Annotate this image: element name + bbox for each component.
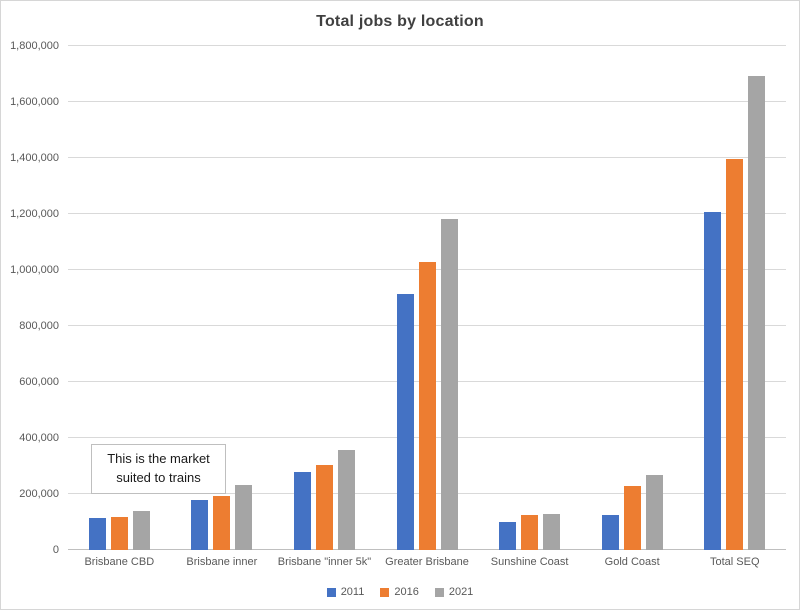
bar-2011: [293, 471, 311, 550]
legend-label: 2016: [394, 586, 419, 598]
x-tick-label: Sunshine Coast: [490, 556, 569, 568]
bar-2016: [315, 465, 333, 550]
annotation-line-2: suited to trains: [116, 470, 201, 485]
bar-2016: [521, 515, 539, 550]
y-tick-label: 200,000: [19, 488, 59, 500]
y-tick-label: 1,200,000: [10, 208, 59, 220]
x-tick-label: Greater Brisbane: [385, 556, 469, 568]
bar-2011: [191, 499, 209, 550]
gridline: [68, 45, 786, 46]
bar-groups: [68, 46, 786, 550]
bar-2021: [440, 218, 458, 550]
x-tick-label: Brisbane inner: [186, 556, 258, 568]
legend-item-2021: 2021: [434, 586, 474, 598]
bar-group-3: [273, 46, 376, 550]
x-axis-labels: Brisbane CBD Brisbane inner Brisbane "inne…: [68, 556, 786, 568]
bar-2021: [748, 75, 766, 550]
legend-label: 2021: [448, 586, 474, 598]
y-tick-label: 1,400,000: [10, 152, 59, 164]
bar-2021: [235, 485, 253, 550]
bar-2016: [213, 496, 231, 550]
bar-group-2: [171, 46, 274, 550]
bar-2016: [418, 261, 436, 550]
x-tick-label: Brisbane CBD: [84, 556, 155, 568]
bar-group-5: [478, 46, 581, 550]
plot-area: [68, 45, 786, 550]
bar-2021: [337, 450, 355, 550]
legend-swatch-icon: [326, 587, 336, 597]
x-tick-label: Gold Coast: [604, 556, 660, 568]
bar-2011: [601, 515, 619, 550]
gridline: [68, 101, 786, 102]
bar-2021: [645, 474, 663, 550]
bar-2021: [543, 513, 561, 550]
y-tick-label: 0: [52, 544, 59, 556]
bar-group-6: [581, 46, 684, 550]
bar-group-7: [683, 46, 786, 550]
y-tick-label: 800,000: [19, 320, 59, 332]
gridline: [68, 157, 786, 158]
legend: 2011 2016 2021: [1, 586, 799, 598]
legend-swatch-icon: [434, 587, 444, 597]
chart-title: Total jobs by location: [316, 13, 484, 30]
annotation-line-1: This is the market: [107, 451, 210, 467]
legend-label: 2011: [340, 586, 365, 598]
y-tick-label: 1,800,000: [10, 40, 59, 52]
y-tick-label: 600,000: [19, 376, 59, 388]
y-tick-label: 1,000,000: [10, 264, 59, 276]
bar-2011: [499, 521, 517, 550]
legend-swatch-icon: [380, 587, 390, 597]
bar-group-4: [376, 46, 479, 550]
x-tick-label: Total SEQ: [709, 556, 760, 568]
bar-2011: [396, 293, 414, 550]
bar-2021: [132, 510, 150, 550]
bar-2016: [623, 485, 641, 550]
y-axis-labels: 0 200,000 400,000 600,000 800,000 1,000,000 1,…: [1, 40, 59, 556]
gridline: [68, 213, 786, 214]
y-tick-label: 1,600,000: [10, 96, 59, 108]
legend-item-2011: 2011: [326, 586, 365, 598]
bar-2011: [704, 212, 722, 550]
annotation-box: This is the market suited to trains: [91, 444, 226, 494]
y-tick-label: 400,000: [19, 432, 59, 444]
bar-2011: [88, 518, 106, 550]
legend-item-2016: 2016: [380, 586, 419, 598]
bar-2016: [726, 158, 744, 550]
x-tick-label: Brisbane "inner 5k": [277, 556, 372, 568]
bar-2016: [110, 516, 128, 550]
bar-group-1: [68, 46, 171, 550]
